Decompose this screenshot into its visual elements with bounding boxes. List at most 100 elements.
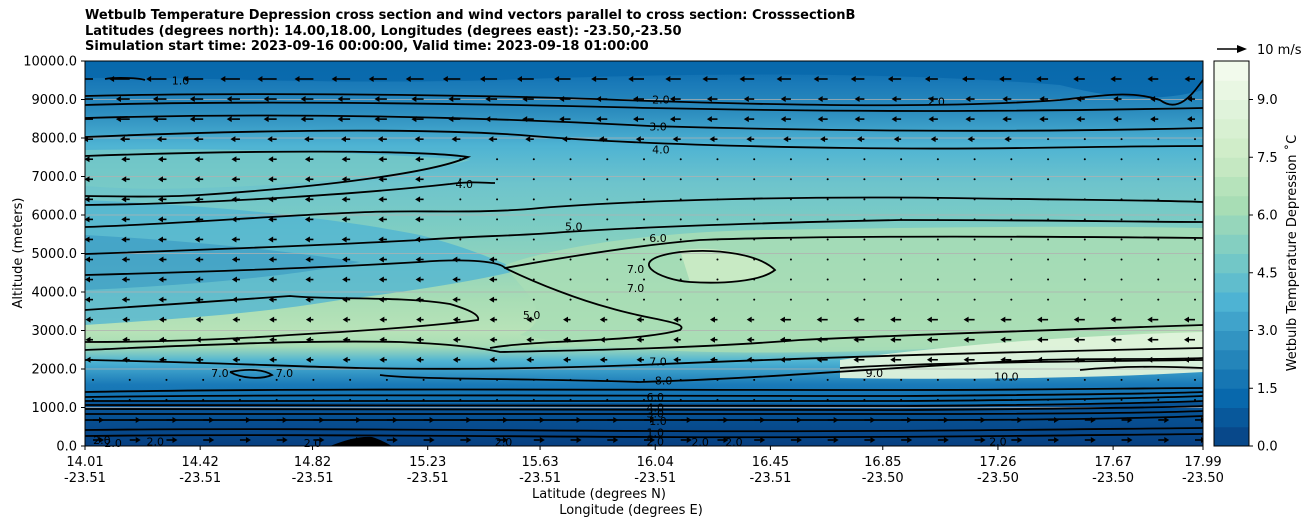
wind-vector [569,378,572,381]
wind-vector [746,136,755,143]
wind-vector [378,236,387,243]
wind-vector [743,116,755,123]
x-tick-label-lon: -23.51 [749,471,791,486]
wind-vector [901,416,913,423]
wind-vector [350,416,362,423]
wind-vector [900,398,903,401]
title-line-2: Latitudes (degrees north): 14.00,18.00, … [85,23,682,39]
colorbar-segment [1214,61,1249,81]
wind-vector [342,256,351,263]
wind-vector [378,216,387,223]
wind-vector [1184,336,1195,343]
wind-vector [121,256,130,263]
wind-vector [1157,258,1160,261]
wind-vector [1073,356,1085,363]
wind-vectors [85,76,1203,443]
wind-vector [231,176,240,183]
wind-vector [702,76,718,82]
quiver-key-arrow-icon [1237,45,1247,53]
x-tick-label-lon: -23.50 [977,471,1019,486]
wind-vector [669,96,681,103]
wind-vector [746,316,755,323]
wind-vector [1110,316,1122,323]
x-tick-label-lon: -23.51 [407,471,449,486]
wind-vector [753,398,756,401]
wind-vector [1037,356,1049,363]
wind-vector [85,356,93,363]
wind-vector [826,258,829,261]
wind-vector [1083,238,1086,241]
y-tick-label: 9000.0 [32,93,78,108]
wind-vector [864,437,876,443]
colorbar-segment [1214,118,1249,139]
wind-vector [189,116,204,123]
contour-label: 4.0 [455,178,473,191]
wind-vector [1047,138,1050,141]
wind-vector [753,158,756,161]
contour-line [489,267,683,349]
wind-vector [341,156,351,163]
wind-vector [268,176,277,183]
wind-vector [532,178,535,181]
wind-vector [790,437,802,443]
wind-vector [780,116,791,123]
title-line-3: Simulation start time: 2023-09-16 00:00:… [85,39,649,54]
wind-vector [893,136,902,143]
wind-vector [679,178,682,181]
wind-vector [1120,138,1123,141]
contour-label: 7.0 [627,282,645,295]
x-tick-label-lon: -23.51 [179,471,221,486]
wind-vector [669,116,681,123]
wind-vector [423,416,435,423]
wind-vector [853,316,865,323]
wind-vector [1073,336,1085,343]
wind-vector [1047,158,1050,161]
wind-vector [1048,437,1060,443]
wind-vector [936,218,939,221]
wind-vector [680,437,692,443]
wind-vector [1047,298,1050,301]
wind-vector [1150,96,1159,103]
wind-vector [1083,398,1086,401]
wind-vector [489,296,498,303]
quiver-key: 10 m/s [1217,43,1302,58]
wind-vector [643,398,645,401]
wind-vector [569,178,572,181]
wind-vector [789,398,792,401]
x-tick-label-lon: -23.50 [862,471,904,486]
wind-vector [305,296,314,303]
wind-vector [485,96,498,103]
wind-vector [930,136,938,143]
wind-vector [532,158,535,161]
wind-vector [856,136,865,143]
wind-vector [1037,316,1049,323]
wind-vector [452,276,461,283]
wind-vector [863,278,866,281]
contour-line [229,368,274,379]
wind-vector [643,218,645,221]
wind-vector [789,278,792,281]
wind-vector [776,76,791,82]
wind-vector [789,218,792,221]
wind-vector [239,437,251,443]
y-tick-label: 2000.0 [32,363,78,378]
wind-vector [863,178,866,181]
wind-vector [459,198,462,201]
wind-vector [165,378,168,381]
wind-vector [268,256,277,263]
wind-vector [195,316,204,323]
wind-vector [754,437,766,443]
wind-vector [900,198,903,201]
wind-vector [422,398,425,401]
x-tick-label-lat: 14.42 [182,455,219,470]
wind-vector [826,178,829,181]
wind-vector [378,196,387,203]
wind-vector [263,96,277,103]
wind-vector [165,398,168,401]
wind-vector [121,156,130,163]
wind-vector [231,196,240,203]
wind-vector [1083,158,1086,161]
wind-vector [1147,336,1159,343]
wind-vector [517,76,534,82]
wind-vector [900,158,903,161]
